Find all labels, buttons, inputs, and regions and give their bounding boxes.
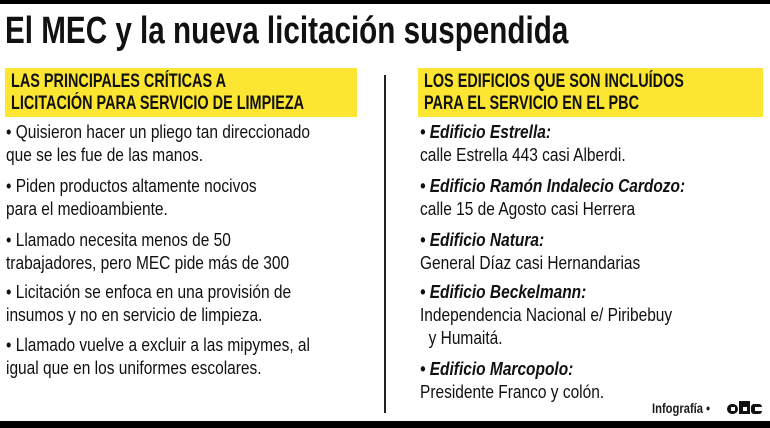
criticism-item-line: • Quisieron hacer un pliego tan direccio… (6, 122, 311, 142)
criticism-item-line: para el medioambiente. (6, 199, 168, 219)
abc-logo (727, 401, 762, 414)
top-rule (0, 0, 770, 4)
building-address: calle 15 de Agosto casi Herrera (420, 199, 636, 219)
building-address: General Díaz casi Hernandarias (420, 253, 641, 273)
criticism-item-line: • Llamado vuelve a excluir a las mipymes… (6, 335, 310, 355)
criticism-item-line: • Licitación se enfoca en una provisión … (6, 282, 292, 302)
building-name: • Edificio Marcopolo: (420, 359, 574, 379)
criticism-item-line: • Piden productos altamente nocivos (6, 176, 257, 196)
right-header-line: LOS EDIFICIOS QUE SON INCLUÍDOS (424, 71, 684, 92)
building-address: Presidente Franco y colón. (420, 382, 605, 402)
criticism-item-line: • Llamado necesita menos de 50 (6, 230, 231, 250)
building-name: • Edificio Ramón Indalecio Cardozo: (420, 176, 686, 196)
left-header-box: LAS PRINCIPALES CRÍTICAS A LICITACIÓN PA… (5, 68, 357, 117)
building-address: Independencia Nacional e/ Piribebuy (420, 305, 673, 325)
criticism-item-line: que se les fue de las manos. (6, 145, 204, 165)
building-name: • Edificio Natura: (420, 230, 545, 250)
criticism-item-line: trabajadores, pero MEC pide más de 300 (6, 253, 290, 273)
column-divider (384, 75, 386, 413)
criticism-item-line: igual que en los uniformes escolares. (6, 358, 262, 378)
building-name: • Edificio Beckelmann: (420, 282, 587, 302)
right-header-line: PARA EL SERVICIO EN EL PBC (424, 93, 640, 114)
left-header-line: LICITACIÓN PARA SERVICIO DE LIMPIEZA (11, 93, 305, 114)
criticism-item-line: insumos y no en servicio de limpieza. (6, 305, 263, 325)
building-name: • Edificio Estrella: (420, 122, 552, 142)
building-address: calle Estrella 443 casi Alberdi. (420, 145, 626, 165)
right-header-box: LOS EDIFICIOS QUE SON INCLUÍDOS PARA EL … (418, 68, 763, 117)
credit: Infografía • (652, 400, 711, 416)
page-title: El MEC y la nueva licitación suspendida (5, 10, 569, 52)
building-address: y Humaitá. (420, 328, 503, 348)
bottom-rule (0, 421, 770, 428)
left-header-line: LAS PRINCIPALES CRÍTICAS A (11, 71, 227, 92)
